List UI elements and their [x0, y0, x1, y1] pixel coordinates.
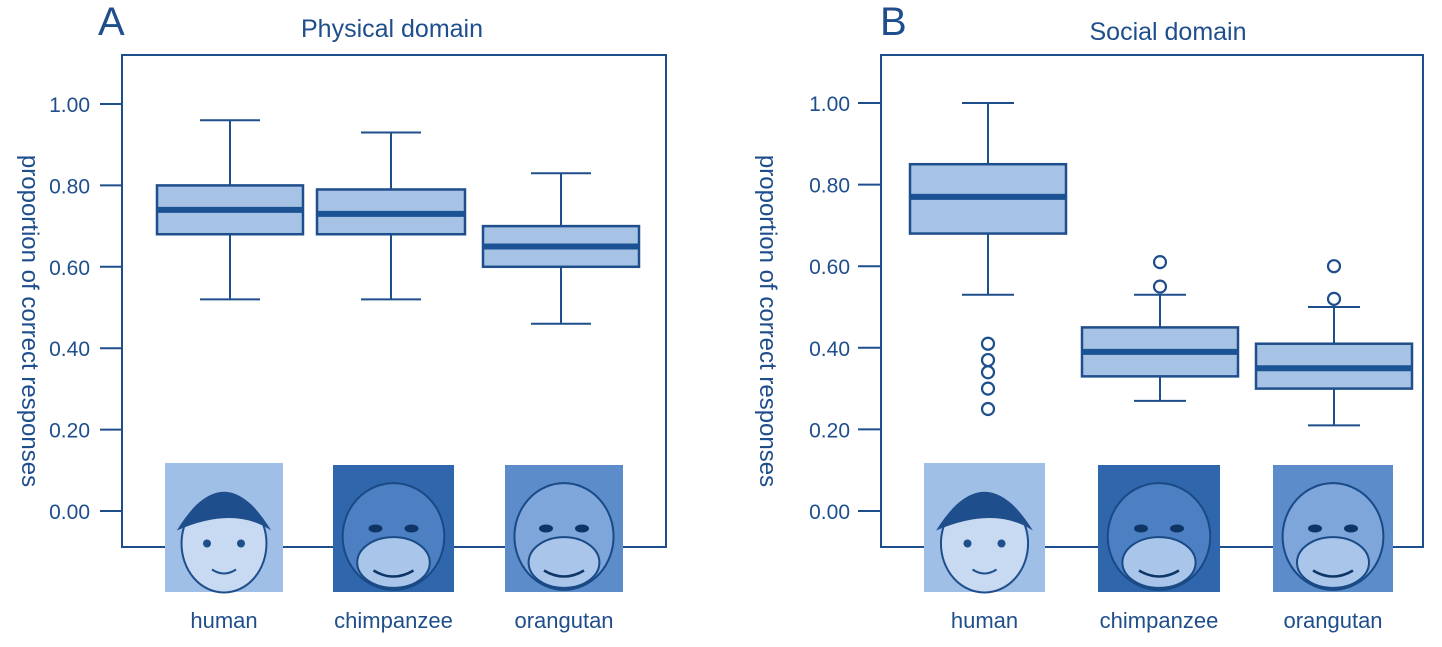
y-tick-label: 0.20	[49, 420, 90, 443]
orangutan-face-icon	[1273, 465, 1393, 592]
outlier-point	[980, 352, 996, 368]
muzzle-shape	[356, 536, 431, 589]
muzzle-shape	[527, 536, 601, 589]
eye	[1170, 524, 1184, 533]
x-category-label: human	[951, 608, 1018, 633]
mouth	[1312, 569, 1354, 578]
y-tick-label: 1.00	[49, 94, 90, 117]
y-tick-label: 0.80	[809, 175, 850, 198]
chimpanzee-face-icon	[333, 465, 454, 592]
eye	[575, 524, 589, 533]
eye	[539, 524, 553, 533]
orangutan-face-icon	[505, 465, 623, 592]
eye	[997, 539, 1006, 548]
box-orangutan	[1254, 259, 1414, 427]
x-category-label: chimpanzee	[334, 608, 453, 633]
outlier-point	[1152, 279, 1168, 294]
outlier-point	[1326, 291, 1342, 306]
x-category-label: chimpanzee	[1100, 608, 1219, 633]
outlier-point	[980, 401, 996, 417]
muzzle-shape	[1296, 536, 1370, 589]
human-face-icon	[924, 463, 1045, 594]
outlier-point	[980, 336, 996, 351]
y-axis-label: proportion of correct responses	[16, 155, 43, 487]
x-category-label: orangutan	[514, 608, 613, 633]
panel-label: B	[880, 0, 907, 44]
eye	[1308, 524, 1322, 533]
box-chimpanzee	[315, 131, 467, 301]
y-tick-label: 0.40	[809, 338, 850, 361]
x-category-label: human	[190, 608, 257, 633]
box-orangutan	[481, 172, 641, 325]
eye	[237, 539, 245, 548]
y-tick-label: 0.20	[809, 419, 850, 442]
eye	[1344, 524, 1358, 533]
y-axis-label: proportion of correct responses	[754, 155, 781, 487]
outlier-point	[1152, 255, 1168, 270]
x-category-label: orangutan	[1283, 608, 1382, 633]
mouth	[211, 568, 237, 575]
mouth	[543, 569, 585, 578]
y-tick-label: 0.60	[49, 257, 90, 280]
outlier-point	[980, 381, 996, 396]
mouth	[372, 569, 415, 578]
y-tick-label: 1.00	[809, 93, 850, 116]
y-tick-label: 0.00	[809, 501, 850, 524]
y-tick-label: 0.00	[49, 501, 90, 524]
panel-b: B Social domain proportion of correct resp…	[754, 0, 1424, 633]
hair-shape	[936, 491, 1033, 531]
eye	[963, 539, 972, 548]
eye	[368, 524, 383, 533]
mouth	[971, 568, 998, 575]
mouth	[1138, 569, 1180, 578]
panel-label: A	[98, 0, 125, 44]
y-tick-label: 0.40	[49, 338, 90, 361]
muzzle-shape	[1121, 536, 1197, 589]
eye	[404, 524, 419, 533]
hair-shape	[176, 491, 272, 531]
box-chimpanzee	[1080, 255, 1240, 402]
outlier-point	[1326, 259, 1342, 274]
y-tick-label: 0.80	[49, 175, 90, 198]
outlier-point	[980, 365, 996, 380]
chimpanzee-face-icon	[1098, 465, 1220, 592]
box-human	[908, 102, 1068, 417]
box-human	[155, 119, 305, 301]
chart-title: Social domain	[1089, 18, 1246, 46]
human-face-icon	[165, 463, 283, 594]
panel-a: A Physical domain proportion of correct re…	[16, 0, 667, 633]
y-tick-label: 0.60	[809, 256, 850, 279]
chart-title: Physical domain	[301, 15, 483, 43]
eye	[203, 539, 211, 548]
eye	[1134, 524, 1148, 533]
